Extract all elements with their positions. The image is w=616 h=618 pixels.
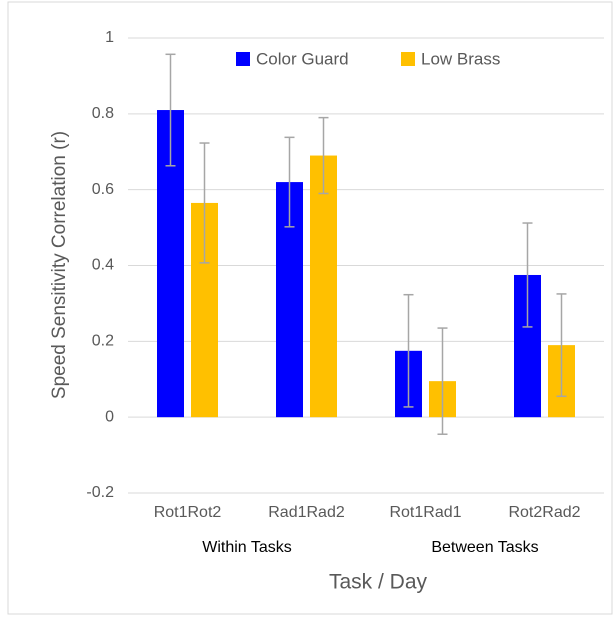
x-tick-label: Rad1Rad2: [268, 504, 345, 521]
x-tick-label: Rot1Rot2: [154, 504, 222, 521]
x-tick-label: Rot2Rad2: [508, 504, 580, 521]
x-axis-title: Task / Day: [329, 571, 428, 594]
group-label: Between Tasks: [431, 539, 538, 556]
x-tick-label: Rot1Rad1: [389, 504, 461, 521]
y-tick-label: 0.4: [92, 257, 114, 274]
y-tick-label: 0: [105, 408, 114, 425]
y-axis-title: Speed Sensitivity Correlation (r): [49, 131, 70, 399]
legend-label: Color Guard: [256, 49, 349, 68]
legend-swatch: [236, 52, 250, 66]
y-tick-label: -0.2: [86, 484, 114, 501]
legend-swatch: [401, 52, 415, 66]
y-tick-label: 0.2: [92, 333, 114, 350]
legend-label: Low Brass: [421, 49, 500, 68]
y-tick-label: 1: [105, 29, 114, 46]
bar: [310, 155, 337, 418]
group-label: Within Tasks: [202, 539, 292, 556]
y-tick-label: 0.6: [92, 181, 114, 198]
y-tick-label: 0.8: [92, 105, 114, 122]
